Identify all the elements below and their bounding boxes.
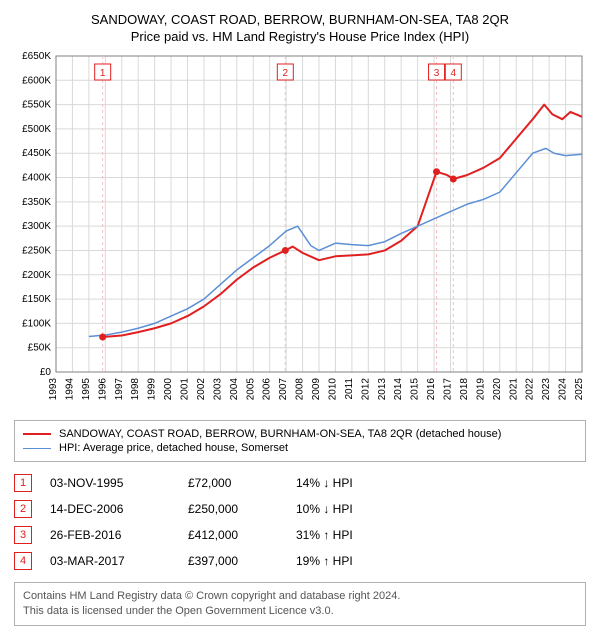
y-tick-label: £100K [22,318,51,329]
line-chart-svg: £0 £50K £100K £150K £200K £250K £300K £350K £400… [10,50,590,410]
x-tick-label: 2021 [508,378,519,401]
x-tick-label: 2000 [163,378,174,401]
transaction-row: 2 14-DEC-2006 £250,000 10% ↓ HPI [14,496,586,522]
x-tick-label: 2024 [558,378,569,401]
x-tick-label: 2010 [327,378,338,401]
transaction-date: 26-FEB-2016 [50,528,170,542]
title-address: SANDOWAY, COAST ROAD, BERROW, BURNHAM-ON… [10,12,590,27]
x-tick-label: 2016 [426,378,437,401]
x-tick-label: 2020 [492,378,503,401]
x-tick-label: 2003 [212,378,223,401]
transaction-row: 4 03-MAR-2017 £397,000 19% ↑ HPI [14,548,586,574]
attribution-footer: Contains HM Land Registry data © Crown c… [14,582,586,626]
transaction-number-box: 1 [14,474,32,492]
transaction-hpi-delta: 10% ↓ HPI [296,502,406,516]
x-tick-label: 2022 [525,378,536,401]
x-tick-label: 2006 [262,378,273,401]
transaction-marker-number: 3 [434,68,440,79]
y-tick-label: £200K [22,270,51,281]
legend-item: SANDOWAY, COAST ROAD, BERROW, BURNHAM-ON… [23,427,577,441]
y-tick-label: £450K [22,148,51,159]
transaction-date: 03-MAR-2017 [50,554,170,568]
y-tick-label: £50K [28,343,52,354]
title-subtitle: Price paid vs. HM Land Registry's House … [10,29,590,44]
transaction-number-box: 3 [14,526,32,544]
legend-label: SANDOWAY, COAST ROAD, BERROW, BURNHAM-ON… [59,428,501,440]
x-tick-label: 2025 [574,378,585,401]
x-tick-label: 2007 [278,378,289,401]
x-tick-label: 2004 [229,378,240,401]
transaction-price: £72,000 [188,476,278,490]
x-tick-label: 2008 [295,378,306,401]
transaction-dot [282,247,289,254]
transaction-date: 14-DEC-2006 [50,502,170,516]
x-tick-label: 1993 [48,378,59,401]
transaction-price: £412,000 [188,528,278,542]
x-tick-label: 2013 [377,378,388,401]
legend-item: HPI: Average price, detached house, Some… [23,441,577,455]
transaction-number-box: 2 [14,500,32,518]
x-tick-label: 1996 [97,378,108,401]
legend-swatch [23,448,51,449]
footer-line-1: Contains HM Land Registry data © Crown c… [23,589,577,604]
transaction-row: 3 26-FEB-2016 £412,000 31% ↑ HPI [14,522,586,548]
y-tick-label: £500K [22,124,51,135]
x-tick-label: 2012 [360,378,371,401]
y-tick-label: £250K [22,245,51,256]
footer-line-2: This data is licensed under the Open Gov… [23,604,577,619]
y-tick-label: £0 [40,367,52,378]
y-tick-label: £350K [22,197,51,208]
x-tick-label: 2002 [196,378,207,401]
x-tick-label: 1999 [147,378,158,401]
transaction-hpi-delta: 19% ↑ HPI [296,554,406,568]
transaction-hpi-delta: 14% ↓ HPI [296,476,406,490]
x-tick-label: 2011 [344,378,355,400]
legend-label: HPI: Average price, detached house, Some… [59,442,288,454]
x-tick-label: 2014 [393,378,404,401]
transaction-dot [450,175,457,182]
x-tick-label: 2023 [541,378,552,401]
y-tick-label: £400K [22,173,51,184]
transaction-price: £250,000 [188,502,278,516]
transaction-dot [99,333,106,340]
x-tick-label: 1994 [64,378,75,401]
transaction-hpi-delta: 31% ↑ HPI [296,528,406,542]
y-tick-label: £300K [22,221,51,232]
y-tick-label: £150K [22,294,51,305]
x-tick-label: 1997 [114,378,125,401]
y-tick-label: £650K [22,51,51,62]
titles: SANDOWAY, COAST ROAD, BERROW, BURNHAM-ON… [10,12,590,44]
x-tick-label: 2015 [410,378,421,401]
x-tick-label: 2009 [311,378,322,401]
y-tick-label: £600K [22,75,51,86]
chart-area: £0 £50K £100K £150K £200K £250K £300K £350K £400… [10,50,590,410]
x-tick-label: 2019 [475,378,486,401]
y-tick-label: £550K [22,100,51,111]
legend: SANDOWAY, COAST ROAD, BERROW, BURNHAM-ON… [14,420,586,462]
x-tick-label: 1995 [81,378,92,401]
transactions-table: 1 03-NOV-1995 £72,000 14% ↓ HPI 2 14-DEC-2006… [10,470,590,574]
legend-swatch [23,433,51,435]
x-tick-label: 1998 [130,378,141,401]
x-tick-label: 2001 [180,378,191,401]
transaction-marker-number: 2 [283,68,289,79]
transaction-price: £397,000 [188,554,278,568]
x-tick-label: 2017 [443,378,454,401]
transaction-dot [433,168,440,175]
transaction-number-box: 4 [14,552,32,570]
transaction-date: 03-NOV-1995 [50,476,170,490]
transaction-marker-number: 1 [100,68,106,79]
transaction-marker-number: 4 [451,68,457,79]
x-tick-label: 2018 [459,378,470,401]
chart-container: SANDOWAY, COAST ROAD, BERROW, BURNHAM-ON… [0,0,600,636]
transaction-row: 1 03-NOV-1995 £72,000 14% ↓ HPI [14,470,586,496]
x-tick-label: 2005 [245,378,256,401]
